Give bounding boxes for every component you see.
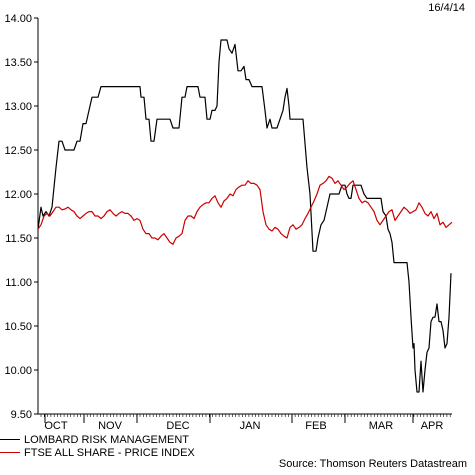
y-tick-label: 14.00 (4, 13, 32, 25)
x-month-label: JAN (240, 420, 261, 432)
y-tick-label: 10.00 (4, 365, 32, 377)
chart-date: 16/4/14 (428, 2, 465, 14)
legend-label-lombard: LOMBARD RISK MANAGEMENT (24, 433, 190, 446)
x-month-label: NOV (98, 420, 123, 432)
legend-item-lombard: LOMBARD RISK MANAGEMENT (0, 433, 195, 446)
y-tick-label: 9.50 (11, 409, 32, 421)
y-axis: 14.00 13.50 13.00 12.50 12.00 11.50 11.00 10.50… (4, 13, 39, 421)
y-tick-label: 11.00 (5, 277, 32, 289)
x-month-label: OCT (44, 420, 68, 432)
legend-item-ftse: FTSE ALL SHARE - PRICE INDEX (0, 446, 195, 459)
series-line-ftse (37, 175, 453, 245)
x-month-label: APR (421, 420, 444, 432)
y-tick-label: 12.00 (4, 189, 32, 201)
legend: LOMBARD RISK MANAGEMENT FTSE ALL SHARE -… (0, 433, 195, 459)
y-tick-label: 10.50 (4, 321, 32, 333)
y-tick-label: 13.00 (4, 101, 32, 113)
legend-swatch-ftse (0, 452, 20, 453)
y-tick-label: 12.50 (4, 145, 32, 157)
legend-label-ftse: FTSE ALL SHARE - PRICE INDEX (24, 446, 195, 459)
y-tick-label: 13.50 (4, 57, 32, 69)
legend-swatch-lombard (0, 439, 20, 440)
y-tick-label: 11.50 (5, 233, 32, 245)
x-month-label: MAR (369, 420, 394, 432)
source-note: Source: Thomson Reuters Datastream (278, 458, 467, 470)
x-axis: OCT NOV DEC JAN FEB MAR APR (38, 413, 452, 432)
series-layer (37, 39, 453, 393)
x-month-label: DEC (166, 420, 189, 432)
x-month-label: FEB (305, 420, 326, 432)
series-line-lombard (37, 39, 452, 393)
